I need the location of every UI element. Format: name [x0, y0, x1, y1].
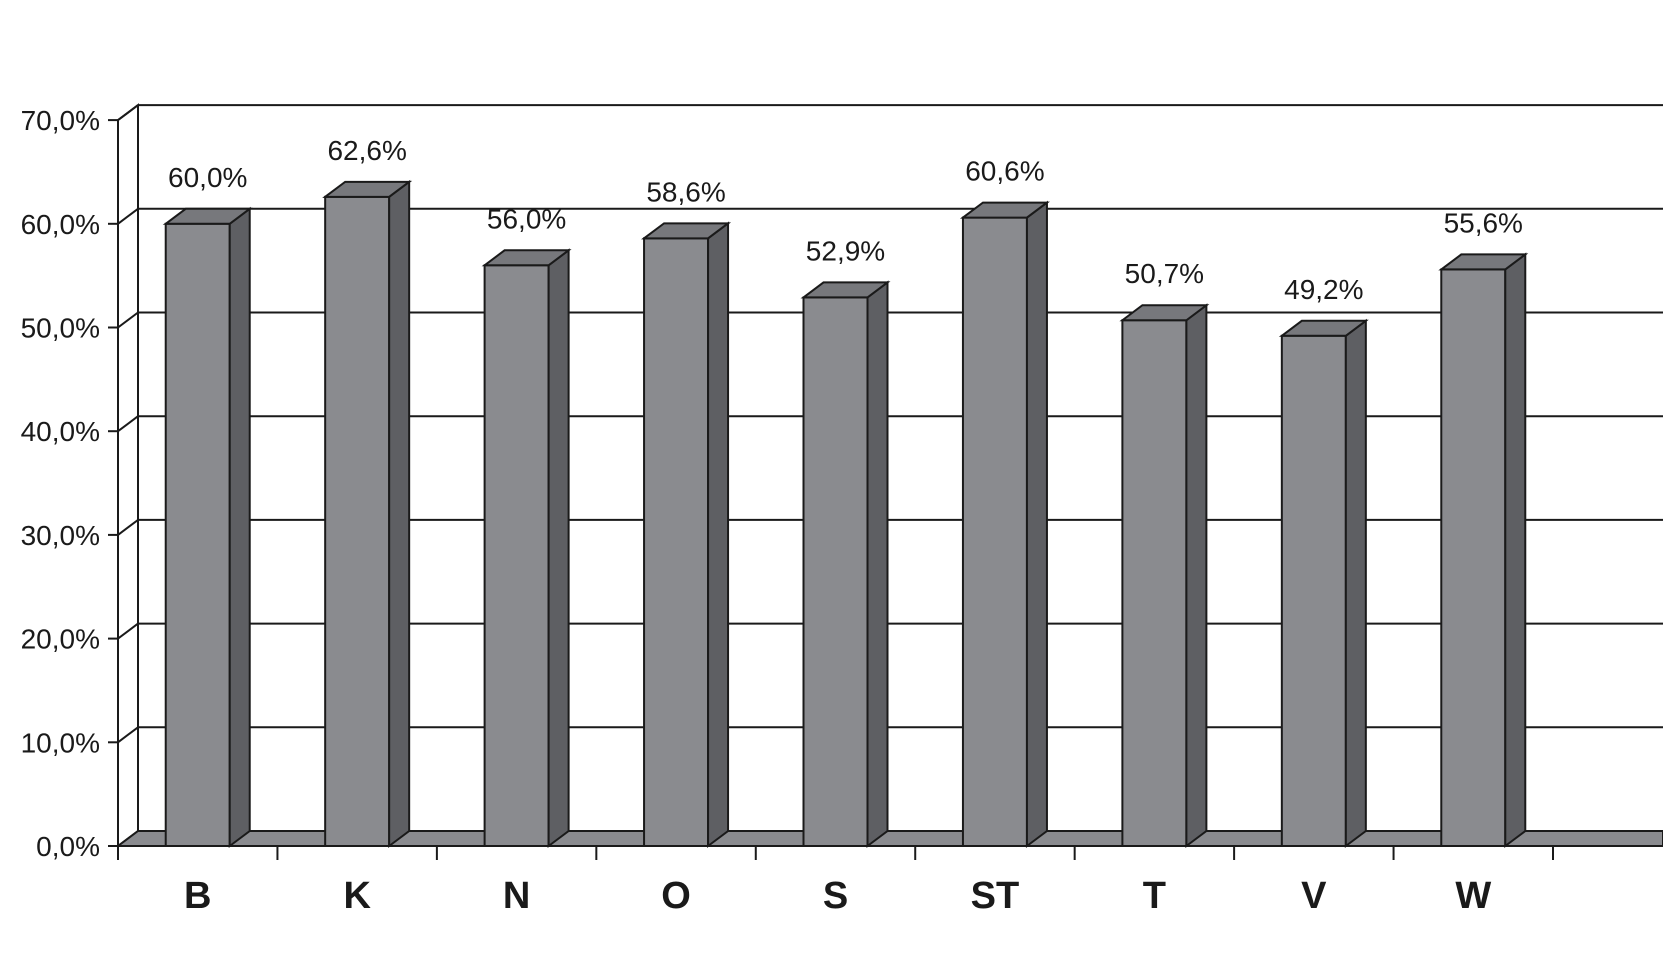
bar-top [1278, 319, 1369, 337]
bar-ST [959, 200, 1050, 848]
bar-N [481, 248, 572, 848]
x-category-label: B [184, 875, 211, 917]
bar-side [1025, 200, 1048, 848]
y-tick-label: 70,0% [21, 105, 100, 136]
bar-front [483, 264, 550, 847]
bar-side [1344, 318, 1367, 848]
data-label: 60,0% [168, 162, 247, 193]
data-label: 56,0% [487, 203, 566, 234]
x-category-label: S [823, 875, 848, 917]
gridline-side [117, 208, 139, 225]
bar-top [162, 207, 253, 225]
bar-front [164, 222, 231, 848]
y-axis-ticks: 0,0% 10,0% 20,0% 30,0% 40,0% 50,0% 60,0% 70,0% [21, 105, 118, 862]
bar-S [800, 280, 891, 848]
bar-front [1121, 319, 1188, 847]
x-category-label: K [343, 875, 371, 917]
bar-V [1278, 318, 1369, 848]
bar-side [1185, 303, 1208, 848]
bar-front [1440, 268, 1507, 848]
y-tick-label: 20,0% [21, 624, 100, 655]
y-tick-label: 50,0% [21, 313, 100, 344]
gridline-side [117, 415, 139, 433]
bar-side [866, 280, 889, 848]
x-category-label: T [1143, 875, 1166, 917]
bar-front [324, 195, 391, 847]
y-tick-label: 10,0% [21, 727, 100, 758]
gridline-side [117, 311, 139, 329]
bar-top [322, 180, 413, 198]
data-label: 50,7% [1125, 258, 1204, 289]
gridline-side [117, 519, 139, 536]
bar-side [707, 221, 730, 848]
x-category-label: V [1301, 875, 1327, 917]
bar-top [481, 249, 572, 267]
bar-W [1438, 252, 1529, 848]
bar-O [641, 221, 732, 848]
bar-side [1504, 252, 1527, 848]
y-tick-label: 40,0% [21, 416, 100, 447]
bar-front [643, 237, 710, 847]
gridline-side [117, 104, 139, 121]
data-label: 58,6% [646, 176, 725, 207]
bar-side [547, 248, 570, 848]
bar-B [162, 206, 253, 848]
bar-front [1280, 334, 1347, 847]
bar-side [388, 179, 411, 848]
bar-top [1438, 253, 1529, 271]
bar-T [1119, 303, 1210, 848]
data-label: 60,6% [965, 156, 1044, 187]
data-label: 55,6% [1444, 207, 1523, 238]
y-tick-label: 0,0% [36, 831, 100, 862]
bar-top [1119, 304, 1210, 322]
gridline-side [117, 726, 139, 744]
bar-K [322, 179, 413, 848]
y-tick-label: 30,0% [21, 520, 100, 551]
y-tick-label: 60,0% [21, 209, 100, 240]
x-category-label: N [503, 875, 530, 917]
gridline-side [117, 622, 139, 640]
x-category-label: O [661, 875, 691, 917]
x-category-label: ST [971, 875, 1020, 917]
data-label: 52,9% [806, 235, 885, 266]
bar-top [641, 222, 732, 240]
bars [162, 179, 1529, 848]
data-labels: 60,0% 62,6% 56,0% 58,6% 52,9% 60,6% 50,7% 49,2%… [168, 135, 1523, 305]
bar-front [961, 216, 1028, 847]
bar-top [959, 201, 1050, 219]
bar-front [802, 296, 869, 847]
bar-top [800, 281, 891, 299]
data-label: 62,6% [327, 135, 406, 166]
x-axis-ticks: B K N O S ST T V W [117, 846, 1554, 917]
bar-side [228, 206, 251, 848]
x-category-label: W [1455, 875, 1491, 917]
data-label: 49,2% [1284, 274, 1363, 305]
